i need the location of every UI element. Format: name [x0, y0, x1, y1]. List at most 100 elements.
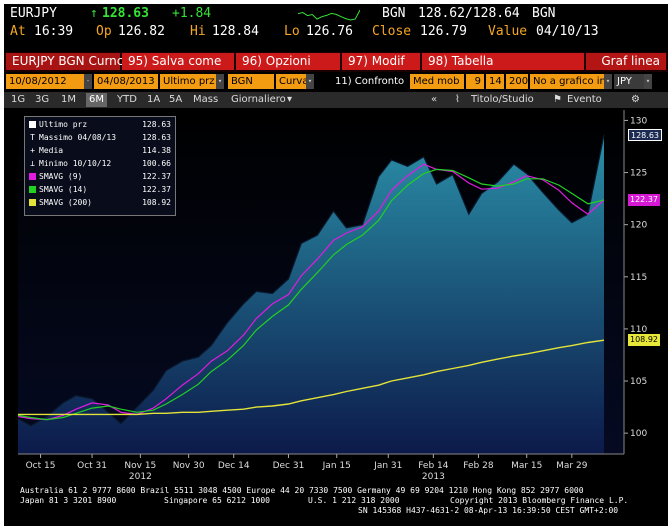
- sma14-line: [17, 168, 605, 421]
- footer-session-info: SN 145368 H437-4631-2 08-Apr-13 16:39:50…: [358, 506, 619, 515]
- close-label: Close: [372, 24, 412, 39]
- footer-copyright: Copyright 2013 Bloomberg Finance L.P.: [450, 496, 629, 505]
- period-ytd[interactable]: YTD: [117, 94, 137, 105]
- bloomberg-terminal-window: EURJPY ↑ 128.63 +1.84 BGN 128.62/128.64 …: [4, 4, 668, 526]
- last-price: 128.63: [102, 6, 149, 21]
- period-1a[interactable]: 1A: [147, 94, 161, 105]
- currency-select[interactable]: JPY: [614, 74, 644, 89]
- low-label: Lo: [284, 24, 300, 39]
- footer-phones-singapore: Singapore 65 6212 1000: [164, 496, 270, 505]
- legend-low: ⊥ Minimo 10/10/12 100.66: [29, 159, 173, 169]
- save-as-button[interactable]: 95) Salva come: [122, 53, 234, 70]
- source-field[interactable]: BGN: [228, 74, 274, 89]
- footer-phones-us: U.S. 1 212 318 2000: [308, 496, 400, 505]
- legend-sma14: SMAVG (14) 122.37: [29, 185, 173, 195]
- moving-average-label: Med mob: [410, 74, 464, 89]
- open-label: Op: [96, 24, 112, 39]
- footer-phones-japan: Japan 81 3 3201 8900: [20, 496, 117, 505]
- y-tick-label: 100: [630, 429, 647, 439]
- legend-value: 122.37: [142, 185, 171, 194]
- bgn-label: BGN: [382, 6, 406, 21]
- value-label: Value: [488, 24, 528, 39]
- period-1g[interactable]: 1G: [11, 94, 26, 105]
- sparkline: [298, 9, 360, 21]
- ticker: EURJPY: [10, 6, 57, 21]
- footer: Australia 61 2 9777 8600 Brazil 5511 304…: [4, 484, 668, 526]
- legend-value: 128.63: [142, 120, 171, 129]
- ma3-field[interactable]: 200: [506, 74, 528, 89]
- price-chart: 100 105 110 115 120 125 130 Oct 15 Oct 31 Nov 15…: [17, 110, 647, 482]
- chart-line-icon: ⌇: [455, 94, 460, 105]
- average-marker-icon: +: [30, 146, 35, 155]
- x-tick-label: Jan 15: [322, 461, 351, 471]
- high-marker-icon: T: [30, 133, 35, 142]
- end-date-field[interactable]: 04/08/2013: [94, 74, 158, 89]
- period-max[interactable]: Mass: [193, 94, 219, 105]
- legend-value: 122.37: [142, 172, 171, 181]
- start-date-field[interactable]: 10/08/2012: [6, 74, 84, 89]
- modify-menu[interactable]: 97) Modif: [342, 53, 420, 70]
- chevron-down-icon[interactable]: ▾: [216, 74, 224, 89]
- x-tick-label: Mar 15: [511, 461, 542, 471]
- legend-value: 108.92: [142, 198, 171, 207]
- security-name[interactable]: EURJPY BGN Curnc: [6, 53, 123, 70]
- legend-label: Media: [39, 146, 64, 155]
- style-select[interactable]: Curva: [276, 74, 306, 89]
- sma9-price-tag: 122.37: [628, 194, 660, 206]
- at-label: At: [10, 24, 26, 39]
- yellow-square-icon: [29, 199, 36, 206]
- period-5a[interactable]: 5A: [169, 94, 183, 105]
- x-tick-label: Jan 31: [373, 461, 402, 471]
- chart-legend[interactable]: Ultimo prz 128.63 T Massimo 04/08/13 128.63…: [24, 116, 176, 216]
- x-tick-label: Feb 28: [463, 461, 494, 471]
- stats-row: At 16:39 Op 126.82 Hi 128.84 Lo 126.76 C…: [4, 24, 668, 40]
- high-label: Hi: [190, 24, 206, 39]
- chevron-down-icon[interactable]: ▾: [287, 94, 293, 105]
- ma2-field[interactable]: 14: [486, 74, 504, 89]
- legend-label: SMAVG (200): [39, 198, 92, 207]
- legend-label: SMAVG (14): [39, 185, 88, 194]
- low-value: 126.76: [306, 24, 353, 39]
- legend-label: Minimo 10/10/12: [39, 159, 112, 168]
- price-area: [18, 134, 604, 454]
- x-tick-label: Oct 31: [77, 461, 107, 471]
- event-flag-icon: ⚑: [553, 94, 562, 105]
- period-1m[interactable]: 1M: [61, 94, 76, 105]
- no-chart-info-select[interactable]: No a grafico info: [530, 74, 604, 89]
- collapse-icon[interactable]: «: [431, 94, 438, 105]
- up-arrow-icon: ↑: [90, 6, 98, 21]
- last-price-tag: 128.63: [628, 129, 662, 141]
- table-menu[interactable]: 98) Tabella: [422, 53, 584, 70]
- legend-value: 100.66: [142, 159, 171, 168]
- period-3g[interactable]: 3G: [35, 94, 50, 105]
- options-menu[interactable]: 96) Opzioni: [236, 53, 340, 70]
- gear-icon[interactable]: ⚙: [631, 94, 640, 105]
- title-study-button[interactable]: Titolo/Studio: [471, 94, 534, 105]
- chevron-down-icon[interactable]: ▾: [644, 74, 652, 89]
- period-6m[interactable]: 6M: [86, 93, 107, 107]
- parameter-bar: 10/08/2012 - 04/08/2013 Ultimo prz ▾ BGN…: [4, 74, 668, 90]
- price-field-select[interactable]: Ultimo prz: [160, 74, 216, 89]
- x-tick-label: Dec 14: [218, 461, 250, 471]
- compare-button[interactable]: 11) Confronto: [332, 74, 406, 89]
- legend-value: 128.63: [142, 133, 171, 142]
- year-label: 2012: [129, 472, 152, 482]
- close-value: 126.79: [420, 24, 467, 39]
- date-separator-icon: -: [84, 74, 92, 89]
- frequency-select[interactable]: Giornaliero: [231, 94, 286, 105]
- bgn-label-2: BGN: [532, 6, 556, 21]
- sma200-line: [18, 339, 605, 416]
- y-tick-label: 120: [630, 221, 647, 231]
- legend-sma200: SMAVG (200) 108.92: [29, 198, 173, 208]
- footer-phones-1: Australia 61 2 9777 8600 Brazil 5511 304…: [20, 486, 584, 495]
- x-tick-label: Nov 15: [124, 461, 156, 471]
- ma1-field[interactable]: 9: [466, 74, 484, 89]
- chevron-down-icon[interactable]: ▾: [604, 74, 612, 89]
- chevron-down-icon[interactable]: ▾: [306, 74, 314, 89]
- legend-label: SMAVG (9): [39, 172, 83, 181]
- legend-high: T Massimo 04/08/13 128.63: [29, 133, 173, 143]
- event-button[interactable]: Evento: [567, 94, 602, 105]
- green-square-icon: [29, 186, 36, 193]
- legend-average: + Media 114.38: [29, 146, 173, 156]
- legend-sma9: SMAVG (9) 122.37: [29, 172, 173, 182]
